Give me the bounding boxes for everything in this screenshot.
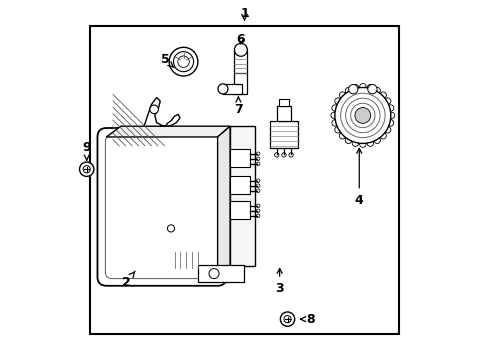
- Bar: [198, 265, 244, 282]
- Circle shape: [345, 87, 351, 94]
- Bar: [230, 149, 249, 167]
- Circle shape: [178, 56, 189, 67]
- Text: 8: 8: [300, 312, 314, 326]
- Text: 6: 6: [236, 32, 244, 46]
- Circle shape: [234, 43, 247, 56]
- Circle shape: [386, 120, 393, 126]
- Circle shape: [330, 112, 337, 119]
- Text: 4: 4: [354, 148, 363, 207]
- Circle shape: [350, 103, 374, 128]
- Bar: [223, 84, 242, 94]
- Circle shape: [359, 84, 366, 90]
- Circle shape: [80, 162, 94, 176]
- Circle shape: [373, 137, 380, 144]
- Circle shape: [351, 140, 358, 147]
- Circle shape: [167, 225, 174, 232]
- Text: 1: 1: [240, 7, 248, 20]
- Text: 9: 9: [82, 140, 91, 160]
- Circle shape: [384, 98, 390, 104]
- Circle shape: [379, 92, 386, 98]
- Circle shape: [384, 127, 390, 133]
- Circle shape: [256, 214, 260, 218]
- Text: 3: 3: [275, 269, 284, 295]
- Circle shape: [288, 153, 293, 157]
- Circle shape: [149, 105, 158, 114]
- Bar: [279, 99, 288, 107]
- Circle shape: [256, 152, 260, 156]
- Bar: [269, 121, 298, 148]
- FancyBboxPatch shape: [97, 128, 226, 286]
- Circle shape: [366, 85, 373, 91]
- Circle shape: [345, 98, 379, 133]
- Circle shape: [83, 166, 90, 173]
- Circle shape: [348, 85, 357, 94]
- Circle shape: [280, 312, 294, 326]
- Bar: [276, 107, 290, 121]
- Circle shape: [256, 209, 260, 213]
- Circle shape: [256, 179, 260, 183]
- Circle shape: [281, 153, 285, 157]
- Circle shape: [334, 87, 390, 143]
- Bar: [230, 201, 249, 220]
- Circle shape: [208, 269, 219, 279]
- Bar: [230, 126, 254, 266]
- Circle shape: [339, 132, 345, 139]
- Circle shape: [345, 137, 351, 144]
- Circle shape: [218, 84, 227, 94]
- Circle shape: [367, 85, 376, 94]
- Bar: [234, 50, 247, 74]
- Circle shape: [340, 93, 384, 138]
- Circle shape: [256, 162, 260, 166]
- Text: 2: 2: [122, 271, 135, 289]
- Circle shape: [256, 184, 260, 188]
- Circle shape: [354, 108, 370, 123]
- Text: 5: 5: [160, 53, 174, 68]
- Text: 7: 7: [234, 97, 242, 116]
- Circle shape: [331, 120, 338, 126]
- FancyBboxPatch shape: [105, 135, 219, 279]
- Bar: [230, 176, 249, 194]
- Circle shape: [379, 132, 386, 139]
- Circle shape: [366, 140, 373, 147]
- Circle shape: [256, 204, 260, 208]
- Circle shape: [334, 98, 341, 104]
- Circle shape: [256, 157, 260, 161]
- Circle shape: [359, 141, 366, 147]
- Polygon shape: [217, 126, 230, 277]
- Polygon shape: [165, 114, 180, 126]
- Polygon shape: [144, 98, 165, 126]
- Circle shape: [274, 153, 278, 157]
- Circle shape: [386, 105, 393, 111]
- Circle shape: [173, 51, 193, 72]
- Circle shape: [334, 127, 341, 133]
- Circle shape: [169, 47, 198, 76]
- Circle shape: [387, 112, 394, 119]
- Bar: [90, 26, 398, 334]
- Polygon shape: [106, 126, 230, 137]
- Circle shape: [256, 189, 260, 193]
- Circle shape: [351, 85, 358, 91]
- Circle shape: [331, 105, 338, 111]
- Circle shape: [284, 316, 290, 323]
- Bar: [234, 73, 247, 94]
- Circle shape: [373, 87, 380, 94]
- Circle shape: [339, 92, 345, 98]
